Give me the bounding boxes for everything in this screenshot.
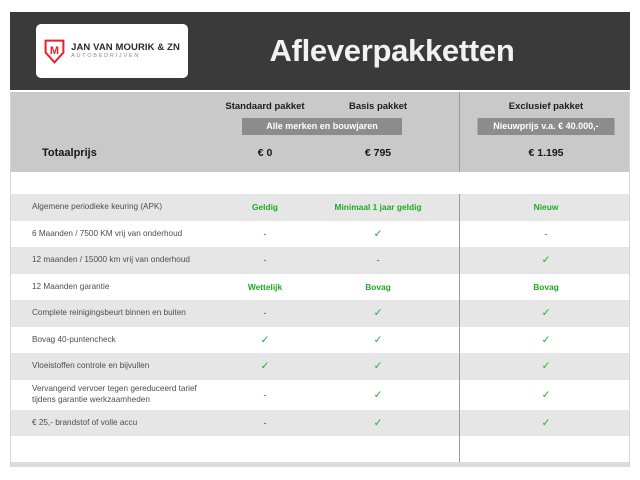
logo-wordmark: JAN VAN MOURIK & ZN AUTOBEDRIJVEN (71, 43, 180, 60)
totaalprijs-label: Totaalprijs (42, 147, 97, 159)
shield-m-icon: M (44, 39, 65, 64)
table-right-edge (629, 92, 630, 467)
cell-basis: Bovag (365, 281, 391, 292)
cell-exclusief: ✓ (541, 360, 551, 373)
table-row: 12 Maanden garantie Wettelijk Bovag Bovag (10, 273, 630, 300)
row-label: € 25,- brandstof of volle accu (32, 417, 138, 427)
cell-standaard: ✓ (260, 333, 270, 346)
cell-exclusief: ✓ (541, 416, 551, 429)
price-header-block: Standaard pakket Basis pakket Exclusief … (10, 92, 630, 172)
table-row: Vloeistoffen controle en bijvullen ✓ ✓ ✓ (10, 353, 630, 380)
cell-exclusief: ✓ (541, 388, 551, 401)
cell-basis: - (376, 255, 380, 266)
badge-alle-merken: Alle merken en bouwjaren (242, 118, 402, 135)
cell-basis: ✓ (373, 388, 383, 401)
cell-basis: ✓ (373, 307, 383, 320)
cell-exclusief: Nieuw (533, 202, 559, 213)
row-label: Bovag 40-puntencheck (32, 334, 116, 344)
row-label: Algemene periodieke keuring (APK) (32, 202, 163, 212)
table-row: Complete reinigingsbeurt binnen en buite… (10, 300, 630, 327)
column-divider (459, 92, 460, 172)
cell-exclusief: Bovag (533, 281, 559, 292)
row-label: 12 maanden / 15000 km vrij van onderhoud (32, 255, 190, 265)
totaalprijs-row: Totaalprijs € 0 € 795 € 1.195 (10, 147, 630, 165)
table-bottom-strip (10, 462, 630, 467)
features-table: Algemene periodieke keuring (APK) Geldig M… (10, 194, 630, 436)
cell-exclusief: ✓ (541, 333, 551, 346)
table-row: 6 Maanden / 7500 KM vrij van onderhoud - ✓… (10, 220, 630, 247)
header-table-spacer (10, 172, 630, 194)
table-row: Vervangend vervoer tegen gereduceerd tar… (10, 379, 630, 410)
badge-nieuwprijs: Nieuwprijs v.a. € 40.000,- (477, 118, 615, 135)
table-row: Algemene periodieke keuring (APK) Geldig M… (10, 194, 630, 221)
totaalprijs-basis: € 795 (364, 147, 392, 159)
row-label: 6 Maanden / 7500 KM vrij van onderhoud (32, 228, 183, 238)
totaalprijs-exclusief: € 1.195 (528, 147, 564, 159)
table-row: Bovag 40-puntencheck ✓ ✓ ✓ (10, 326, 630, 353)
cell-standaard: Geldig (251, 202, 279, 213)
cell-exclusief: - (544, 228, 548, 239)
logo-company-name: JAN VAN MOURIK & ZN (71, 41, 180, 53)
cell-basis: ✓ (373, 227, 383, 240)
row-label: Complete reinigingsbeurt binnen en buite… (32, 308, 186, 318)
column-header-basis: Basis pakket (348, 101, 408, 112)
cell-basis: Minimaal 1 jaar geldig (334, 202, 422, 213)
column-divider (459, 436, 460, 462)
cell-standaard: Wettelijk (247, 281, 283, 292)
column-header-exclusief: Exclusief pakket (508, 101, 584, 112)
logo-subtitle: AUTOBEDRIJVEN (71, 52, 140, 59)
row-label: Vervangend vervoer tegen gereduceerd tar… (32, 383, 197, 405)
totaalprijs-standaard: € 0 (257, 147, 273, 159)
table-left-edge (10, 92, 11, 467)
cell-basis: ✓ (373, 333, 383, 346)
cell-standaard: - (263, 308, 267, 319)
cell-standaard: - (263, 255, 267, 266)
cell-basis: ✓ (373, 360, 383, 373)
company-logo: M JAN VAN MOURIK & ZN AUTOBEDRIJVEN (36, 24, 188, 78)
cell-standaard: - (263, 389, 267, 400)
page-title: Afleverpakketten (269, 33, 515, 68)
cell-exclusief: ✓ (541, 307, 551, 320)
cell-standaard: - (263, 417, 267, 428)
table-row: 12 maanden / 15000 km vrij van onderhoud… (10, 247, 630, 274)
column-divider (459, 194, 460, 436)
cell-standaard: - (263, 228, 267, 239)
cell-exclusief: ✓ (541, 254, 551, 267)
svg-text:M: M (50, 45, 59, 57)
table-row: € 25,- brandstof of volle accu - ✓ ✓ (10, 409, 630, 436)
row-label: Vloeistoffen controle en bijvullen (32, 361, 150, 371)
column-header-standaard: Standaard pakket (225, 101, 305, 112)
cell-standaard: ✓ (260, 360, 270, 373)
cell-basis: ✓ (373, 416, 383, 429)
package-labels: Standaard pakket Basis pakket Exclusief … (10, 101, 630, 117)
table-trailing-row (10, 436, 630, 462)
page-header: M JAN VAN MOURIK & ZN AUTOBEDRIJVEN Afle… (10, 12, 630, 90)
row-label: 12 Maanden garantie (32, 281, 110, 291)
